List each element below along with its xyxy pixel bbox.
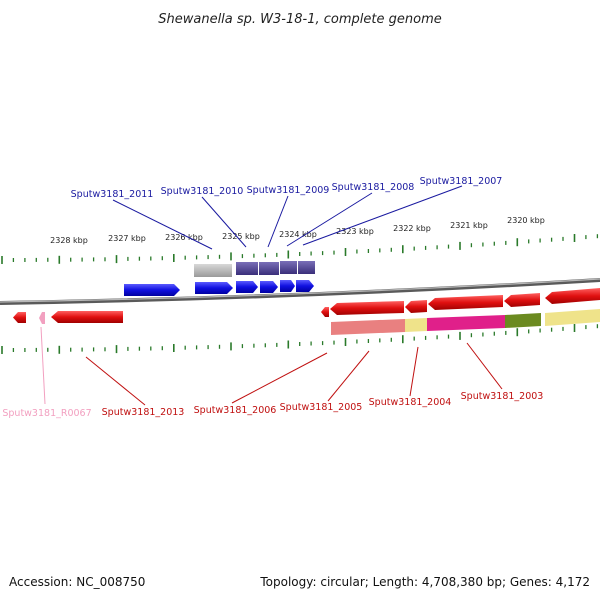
gene-label-sputw3181-2008[interactable]: Sputw3181_2008 (332, 182, 415, 193)
reverse-genes (13, 288, 600, 324)
operon-segment[interactable] (280, 261, 297, 274)
gene-label-sputw3181-2013[interactable]: Sputw3181_2013 (102, 407, 185, 418)
leader-line (112, 199, 213, 250)
forward-leader-lines (112, 185, 463, 250)
leader-line (231, 352, 328, 404)
gene-sputw3181-2007[interactable] (280, 280, 295, 292)
operon-segment[interactable] (331, 319, 405, 335)
kbp-ruler: 2328 kbp 2327 kbp 2326 kbp 2325 kbp 2324… (50, 216, 545, 245)
gene-reverse[interactable] (504, 293, 540, 307)
gene-sputw3181-2009[interactable] (236, 281, 258, 293)
operon-segment[interactable] (405, 318, 427, 332)
gene-sputw3181-2004[interactable] (405, 300, 427, 313)
leader-line (466, 342, 503, 390)
leader-line (201, 196, 247, 248)
accession-label: Accession: NC_008750 (9, 575, 145, 589)
operon-segment[interactable] (505, 313, 541, 328)
genome-title: Shewanella sp. W3-18-1, complete genome (158, 12, 441, 27)
gene-sputw3181-2011[interactable] (124, 284, 180, 296)
gene-label-sputw3181-2009[interactable]: Sputw3181_2009 (247, 185, 330, 196)
leader-line (40, 326, 46, 405)
gene-label-sputw3181-2011[interactable]: Sputw3181_2011 (71, 189, 154, 200)
kbp-label: 2321 kbp (450, 221, 488, 230)
operon-segment[interactable] (427, 315, 505, 331)
leader-line (286, 192, 373, 247)
operon-segment[interactable] (545, 309, 600, 326)
genome-backbone-highlight (0, 278, 600, 303)
reverse-gene-labels: Sputw3181_R0067 Sputw3181_2013 Sputw3181… (2, 391, 543, 419)
gene-forward[interactable] (296, 280, 314, 292)
gene-label-sputw3181-2006[interactable]: Sputw3181_2006 (194, 405, 277, 416)
forward-gene-labels: Sputw3181_2011 Sputw3181_2010 Sputw3181_… (71, 176, 503, 200)
gene-reverse[interactable] (545, 288, 600, 304)
gene-label-sputw3181-2010[interactable]: Sputw3181_2010 (161, 186, 244, 197)
operon-segment[interactable] (194, 264, 232, 277)
gene-sputw3181-2008[interactable] (260, 281, 278, 293)
gene-sputw3181-2013[interactable] (51, 311, 123, 323)
kbp-label: 2322 kbp (393, 224, 431, 233)
leader-line (327, 350, 370, 402)
operon-segment[interactable] (236, 262, 258, 275)
leader-line (85, 356, 146, 406)
kbp-label: 2328 kbp (50, 236, 88, 245)
lower-tick-row (1, 324, 599, 354)
gene-reverse[interactable] (13, 312, 26, 323)
kbp-label: 2320 kbp (507, 216, 545, 225)
genome-backbone (0, 278, 600, 305)
gene-label-sputw3181-2007[interactable]: Sputw3181_2007 (420, 176, 503, 187)
gene-sputw3181-2010[interactable] (195, 282, 233, 294)
leader-line (302, 185, 463, 246)
reverse-leader-lines (40, 326, 503, 406)
gene-label-sputw3181-2005[interactable]: Sputw3181_2005 (280, 402, 363, 413)
gene-label-sputw3181-2004[interactable]: Sputw3181_2004 (369, 397, 452, 408)
kbp-label: 2324 kbp (279, 230, 317, 239)
gene-sputw3181-r0067[interactable] (39, 312, 45, 324)
reverse-operon-track (331, 309, 600, 335)
leader-line (267, 195, 289, 248)
forward-operon-track (194, 261, 315, 277)
gene-label-sputw3181-r0067[interactable]: Sputw3181_R0067 (2, 408, 91, 419)
upper-tick-row (1, 234, 599, 264)
kbp-label: 2327 kbp (108, 234, 146, 243)
operon-segment[interactable] (298, 261, 315, 274)
forward-genes (124, 280, 314, 296)
gene-sputw3181-2003[interactable] (428, 295, 503, 310)
gene-label-sputw3181-2003[interactable]: Sputw3181_2003 (461, 391, 544, 402)
kbp-label: 2323 kbp (336, 227, 374, 236)
gene-sputw3181-2005[interactable] (330, 301, 404, 315)
operon-segment[interactable] (259, 262, 279, 275)
kbp-label: 2326 kbp (165, 233, 203, 242)
topology-label: Topology: circular; Length: 4,708,380 bp… (259, 575, 590, 589)
leader-line (409, 346, 419, 397)
gene-sputw3181-2006[interactable] (321, 307, 329, 317)
kbp-label: 2325 kbp (222, 232, 260, 241)
